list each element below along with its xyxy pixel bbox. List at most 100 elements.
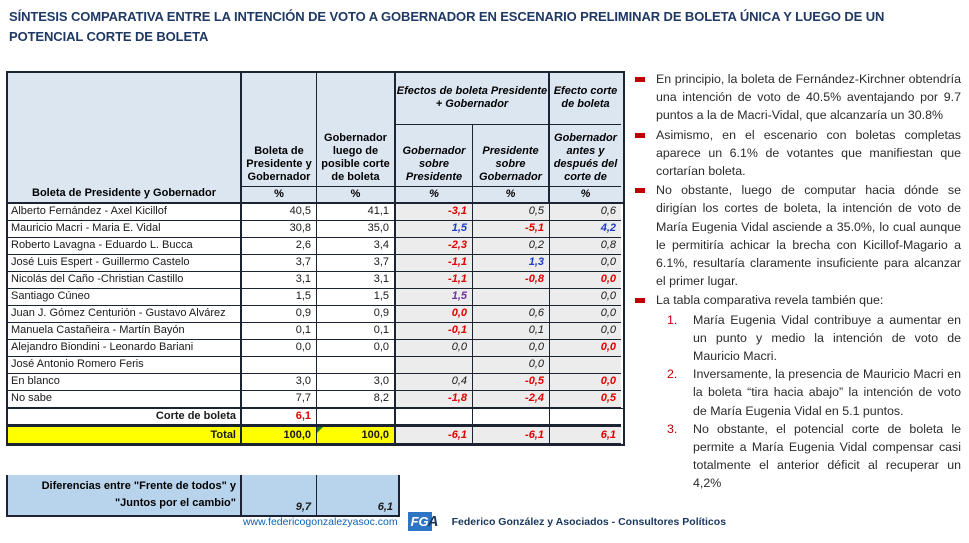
ballot-pct: 40,5 — [242, 204, 317, 221]
gov-over-pres-value — [396, 357, 473, 374]
after-cut-pct — [317, 357, 396, 374]
candidate-name: Manuela Castañeira - Martín Bayón — [8, 323, 242, 340]
cut-effect-value: 0,8 — [550, 238, 621, 255]
pres-over-gov-value: 0,6 — [473, 306, 550, 323]
total-gov-over-pres: -6,1 — [396, 425, 473, 444]
pres-over-gov-value: -0,5 — [473, 374, 550, 391]
analysis-notes: En principio, la boleta de Fernández-Kir… — [633, 70, 966, 493]
ballot-pct — [242, 357, 317, 374]
candidate-name: No sabe — [8, 391, 242, 408]
bullet-text: En principio, la boleta de Fernández-Kir… — [656, 72, 961, 123]
comparison-table: Boleta de Presidente y Gobernador Boleta… — [6, 71, 625, 446]
fga-logo: FG A — [407, 512, 442, 531]
numbered-text: Inversamente, la presencia de Mauricio M… — [693, 367, 961, 418]
gov-over-pres-value: -2,3 — [396, 238, 473, 255]
cut-effect-value: 0,0 — [550, 323, 621, 340]
after-cut-pct: 3,4 — [317, 238, 396, 255]
pres-over-gov-value: -5,1 — [473, 221, 550, 238]
candidate-name: Santiago Cúneo — [8, 289, 242, 306]
gov-over-pres-value: -1,8 — [396, 391, 473, 408]
table-row: Alejandro Biondini - Leonardo Bariani 0,… — [8, 340, 623, 357]
total-cut-effect: 6,1 — [550, 425, 621, 444]
ballot-cut-label: Corte de boleta — [8, 409, 242, 425]
bullet-icon — [635, 188, 645, 194]
after-cut-pct: 1,5 — [317, 289, 396, 306]
after-cut-pct: 3,1 — [317, 272, 396, 289]
empty-cell — [396, 409, 473, 425]
cut-effect-value: 0,5 — [550, 391, 621, 408]
total-after-cut-pct: 100,0 — [317, 425, 396, 444]
gov-over-pres-value: 0,4 — [396, 374, 473, 391]
ballot-pct: 2,6 — [242, 238, 317, 255]
numbered-item: 1. María Eugenia Vidal contribuye a aume… — [663, 311, 966, 366]
table-row: En blanco 3,0 3,0 0,4 -0,5 0,0 — [8, 374, 623, 391]
fga-logo-square: FG — [407, 512, 432, 531]
difference-row: Diferencias entre "Frente de todos" y "J… — [6, 475, 400, 517]
header-corner-label: Boleta de Presidente y Gobernador — [8, 73, 242, 202]
cut-effect-value: 0,0 — [550, 272, 621, 289]
gov-over-pres-value: -1,1 — [396, 255, 473, 272]
ballot-cut-value: 6,1 — [242, 409, 317, 425]
gov-over-pres-value: 0,0 — [396, 306, 473, 323]
table-header: Boleta de Presidente y Gobernador Boleta… — [8, 73, 623, 204]
ballot-pct: 0,9 — [242, 306, 317, 323]
table-row: No sabe 7,7 8,2 -1,8 -2,4 0,5 — [8, 391, 623, 408]
after-cut-pct: 3,0 — [317, 374, 396, 391]
header-after-cut-column: Gobernador luego de posible corte de bol… — [317, 73, 396, 186]
pres-over-gov-value: 0,2 — [473, 238, 550, 255]
after-cut-pct: 0,1 — [317, 323, 396, 340]
difference-ballot-value: 9,7 — [242, 475, 317, 515]
list-number: 1. — [667, 312, 678, 327]
table-row: Roberto Lavagna - Eduardo L. Bucca 2,6 3… — [8, 238, 623, 255]
difference-after-cut-value: 6,1 — [377, 501, 393, 513]
cut-effect-value: 4,2 — [550, 221, 621, 238]
numbered-item: 2. Inversamente, la presencia de Maurici… — [663, 365, 966, 420]
pres-over-gov-value: 0,5 — [473, 204, 550, 221]
cut-effect-value: 0,0 — [550, 340, 621, 357]
header-ballot-column: Boleta de Presidente y Gobernador — [242, 73, 317, 186]
pct-header: % — [473, 186, 550, 202]
table-row: José Antonio Romero Feris 0,0 — [8, 357, 623, 374]
pct-header: % — [396, 186, 473, 202]
empty-cell — [317, 409, 396, 425]
pres-over-gov-value: 0,0 — [473, 340, 550, 357]
bullet-text: No obstante, luego de computar hacia dón… — [656, 183, 961, 289]
table-row: Nicolás del Caño -Christian Castillo 3,1… — [8, 272, 623, 289]
after-cut-pct: 35,0 — [317, 221, 396, 238]
total-row: Total 100,0 100,0 -6,1 -6,1 6,1 — [8, 425, 623, 444]
candidate-name: Roberto Lavagna - Eduardo L. Bucca — [8, 238, 242, 255]
header-effects-group: Efectos de boleta Presidente + Gobernado… — [396, 73, 550, 125]
fga-logo-a: A — [427, 513, 439, 530]
ballot-pct: 7,7 — [242, 391, 317, 408]
difference-label: Diferencias entre "Frente de todos" y "J… — [8, 475, 242, 515]
candidate-name: Alberto Fernández - Axel Kicillof — [8, 204, 242, 221]
cut-effect-value: 0,0 — [550, 255, 621, 272]
gov-over-pres-value: -1,1 — [396, 272, 473, 289]
cut-effect-value: 0,6 — [550, 204, 621, 221]
pct-header: % — [317, 186, 396, 202]
empty-cell — [550, 409, 621, 425]
bullet-text: La tabla comparativa revela también que: — [656, 293, 884, 308]
bullet-icon — [635, 132, 645, 138]
pres-over-gov-value: -0,8 — [473, 272, 550, 289]
table-row: Manuela Castañeira - Martín Bayón 0,1 0,… — [8, 323, 623, 340]
company-name: Federico González y Asociados - Consulto… — [451, 515, 727, 528]
website-link[interactable]: www.federicogonzalezyasoc.com — [242, 515, 398, 528]
candidate-name: José Luis Espert - Guillermo Castelo — [8, 255, 242, 272]
candidate-name: En blanco — [8, 374, 242, 391]
table-row: Juan J. Gómez Centurión - Gustavo Alváre… — [8, 306, 623, 323]
candidate-name: José Antonio Romero Feris — [8, 357, 242, 374]
list-number: 2. — [667, 367, 678, 382]
bullet-item: Asimismo, en el escenario con boletas co… — [633, 126, 966, 181]
table-row: Santiago Cúneo 1,5 1,5 1,5 0,0 — [8, 289, 623, 306]
table-row: José Luis Espert - Guillermo Castelo 3,7… — [8, 255, 623, 272]
ballot-pct: 3,1 — [242, 272, 317, 289]
after-cut-pct: 0,9 — [317, 306, 396, 323]
gov-over-pres-value: -0,1 — [396, 323, 473, 340]
cut-effect-value — [550, 357, 621, 374]
header-cut-group: Efecto corte de boleta — [550, 73, 621, 125]
pct-header: % — [242, 186, 317, 202]
header-gov-over-pres: Gobernador sobre Presidente — [396, 125, 473, 186]
after-cut-pct: 41,1 — [317, 204, 396, 221]
